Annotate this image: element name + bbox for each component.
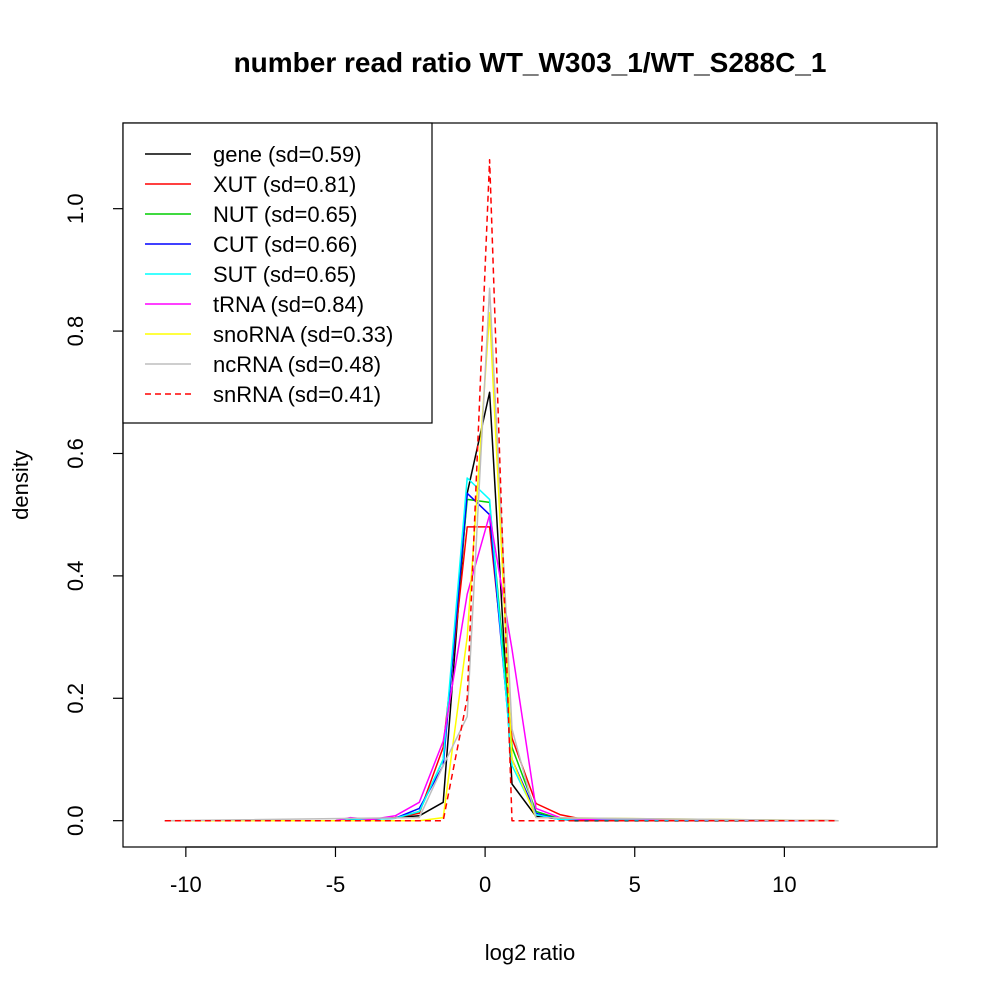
legend-label-2: NUT (sd=0.65) (213, 202, 357, 227)
legend-label-8: snRNA (sd=0.41) (213, 382, 381, 407)
legend-label-5: tRNA (sd=0.84) (213, 292, 364, 317)
x-tick-label: 10 (772, 872, 796, 897)
series-line-8 (164, 158, 839, 822)
x-axis-label: log2 ratio (485, 940, 576, 965)
y-tick-label: 0.2 (63, 683, 88, 714)
y-axis-label: density (8, 450, 33, 520)
x-tick-label: 0 (479, 872, 491, 897)
x-tick-label: -5 (326, 872, 346, 897)
series-line-6 (164, 311, 839, 822)
series-line-7 (164, 287, 839, 822)
y-tick-label: 1.0 (63, 193, 88, 224)
legend-label-0: gene (sd=0.59) (213, 142, 362, 167)
y-tick-label: 0.8 (63, 316, 88, 347)
y-tick-label: 0.6 (63, 438, 88, 469)
chart-title: number read ratio WT_W303_1/WT_S288C_1 (234, 47, 827, 78)
legend-label-4: SUT (sd=0.65) (213, 262, 356, 287)
y-tick-label: 0.0 (63, 805, 88, 836)
legend-label-1: XUT (sd=0.81) (213, 172, 356, 197)
x-tick-label: 5 (629, 872, 641, 897)
series-layer (164, 158, 839, 822)
legend-box (122, 122, 433, 424)
y-axis: 0.0 0.2 0.4 0.6 0.8 1.0 (63, 193, 124, 836)
legend-label-7: ncRNA (sd=0.48) (213, 352, 381, 377)
legend-label-6: snoRNA (sd=0.33) (213, 322, 393, 347)
y-tick-label: 0.4 (63, 561, 88, 592)
legend-label-3: CUT (sd=0.66) (213, 232, 357, 257)
legend: gene (sd=0.59) XUT (sd=0.81) NUT (sd=0.65)… (122, 122, 433, 424)
x-axis: -10 -5 0 5 10 (170, 846, 797, 897)
x-tick-label: -10 (170, 872, 202, 897)
